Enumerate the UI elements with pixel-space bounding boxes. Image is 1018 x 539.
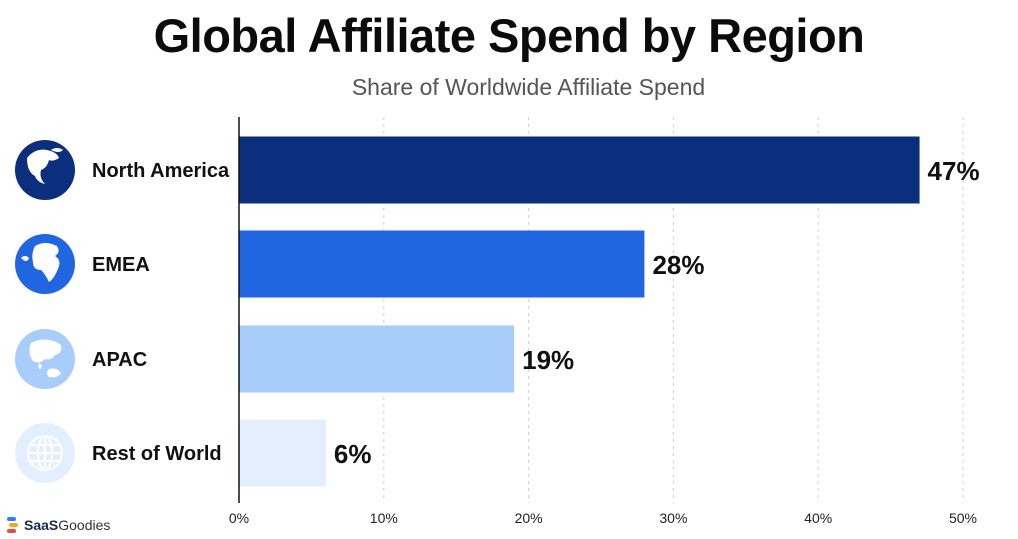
category-label: EMEA — [92, 254, 150, 276]
chart-subtitle: Share of Worldwide Affiliate Spend — [351, 74, 706, 100]
bar — [239, 419, 326, 487]
brand-mark-icon — [7, 517, 18, 533]
globe-americas-icon — [15, 140, 75, 200]
globe-emea-icon — [15, 234, 75, 294]
brand-text: SaaSGoodies — [24, 517, 111, 533]
bar-value-label: 19% — [522, 345, 574, 375]
x-tick-label: 50% — [949, 510, 977, 526]
bar-value-label: 6% — [334, 439, 372, 469]
bar-value-label: 28% — [652, 250, 704, 280]
brand-logo: SaaSGoodies — [6, 517, 110, 533]
globe-asia-pacific-icon — [15, 329, 75, 389]
bar-value-label: 47% — [928, 156, 980, 186]
x-tick-label: 10% — [370, 510, 398, 526]
x-tick-label: 0% — [229, 510, 249, 526]
x-tick-label: 40% — [804, 510, 832, 526]
category-label: Rest of World — [92, 443, 222, 465]
category-label: APAC — [92, 349, 147, 371]
bar — [239, 230, 645, 298]
category-label: North America — [92, 160, 230, 182]
chart-title: Global Affiliate Spend by Region — [153, 9, 865, 62]
globe-grid-icon — [15, 423, 75, 483]
bar — [239, 325, 515, 393]
bar — [239, 136, 920, 204]
x-tick-label: 20% — [515, 510, 543, 526]
x-tick-label: 30% — [659, 510, 687, 526]
